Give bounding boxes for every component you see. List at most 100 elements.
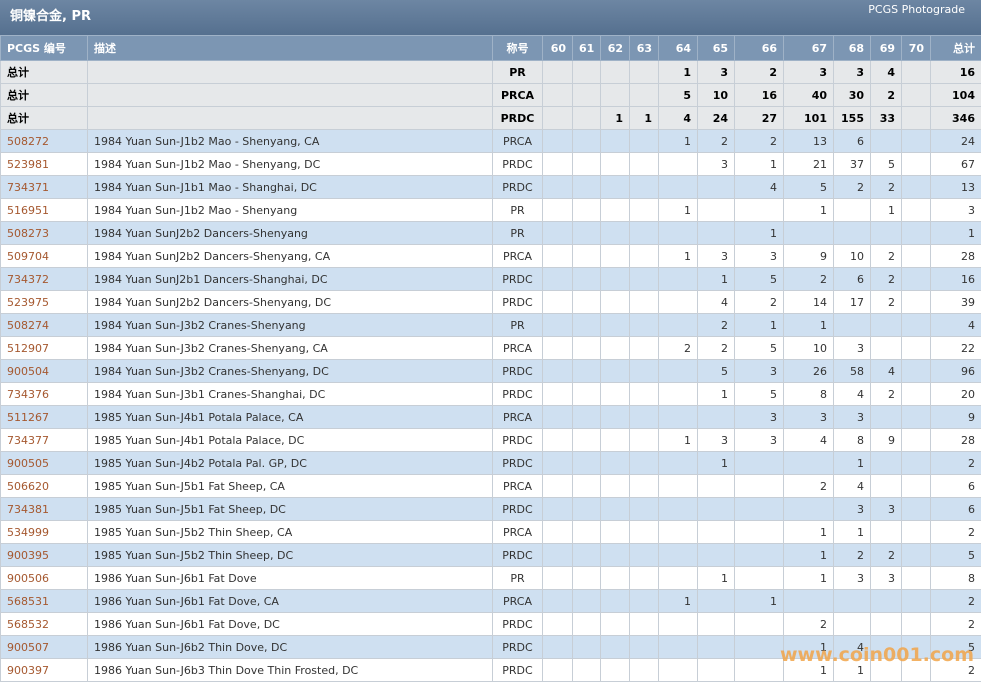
grade-count [697, 543, 735, 567]
grade-count: 1 [833, 451, 871, 475]
pcgs-number-link[interactable]: 508274 [0, 313, 88, 337]
grade-count [542, 382, 573, 406]
grade-count [901, 60, 931, 84]
description: 1986 Yuan Sun-J6b1 Fat Dove [87, 566, 493, 590]
pcgs-number-link[interactable]: 734372 [0, 267, 88, 291]
pcgs-number-link[interactable]: 900507 [0, 635, 88, 659]
grade-count: 1 [870, 198, 902, 222]
description [87, 106, 493, 130]
column-header[interactable]: PCGS 编号 [0, 35, 88, 61]
data-row: 734377 1985 Yuan Sun-J4b1 Potala Palace, … [0, 428, 981, 452]
grade-count [629, 83, 659, 107]
description: 1984 Yuan Sun-J1b1 Mao - Shanghai, DC [87, 175, 493, 199]
pcgs-number-link[interactable]: 734371 [0, 175, 88, 199]
column-header[interactable]: 60 [542, 35, 573, 61]
grade-count: 21 [783, 152, 834, 176]
grade-count: 1 [734, 313, 784, 337]
grade-count [572, 543, 601, 567]
pcgs-number-link[interactable]: 512907 [0, 336, 88, 360]
designation: PR [492, 313, 543, 337]
grade-count [600, 198, 630, 222]
grade-count [629, 382, 659, 406]
grade-count [572, 129, 601, 153]
pcgs-number-link[interactable]: 511267 [0, 405, 88, 429]
grade-count [629, 175, 659, 199]
grade-count [783, 589, 834, 613]
pcgs-number-link[interactable]: 568532 [0, 612, 88, 636]
grade-count [870, 313, 902, 337]
grade-count: 2 [783, 474, 834, 498]
pcgs-number-link[interactable]: 523981 [0, 152, 88, 176]
column-header[interactable]: 61 [572, 35, 601, 61]
pcgs-number-link[interactable]: 568531 [0, 589, 88, 613]
data-row: 734381 1985 Yuan Sun-J5b1 Fat Sheep, DC PR… [0, 497, 981, 521]
column-header[interactable]: 68 [833, 35, 871, 61]
pcgs-number-link[interactable]: 900395 [0, 543, 88, 567]
column-header[interactable]: 65 [697, 35, 735, 61]
description: 1986 Yuan Sun-J6b2 Thin Dove, DC [87, 635, 493, 659]
grade-count: 2 [734, 290, 784, 314]
grade-count [734, 543, 784, 567]
grade-count [572, 474, 601, 498]
column-header[interactable]: 64 [658, 35, 698, 61]
column-header[interactable]: 69 [870, 35, 902, 61]
pcgs-number-link[interactable]: 734376 [0, 382, 88, 406]
grade-count [658, 474, 698, 498]
grade-count [629, 428, 659, 452]
grade-count [542, 244, 573, 268]
pcgs-number-link[interactable]: 900506 [0, 566, 88, 590]
grade-count: 4 [870, 60, 902, 84]
pcgs-number-link[interactable]: 900505 [0, 451, 88, 475]
grade-count [629, 451, 659, 475]
column-header[interactable]: 描述 [87, 35, 493, 61]
grade-count [658, 566, 698, 590]
column-header[interactable]: 66 [734, 35, 784, 61]
grade-count [901, 290, 931, 314]
pcgs-number-link[interactable]: 734377 [0, 428, 88, 452]
data-row: 900506 1986 Yuan Sun-J6b1 Fat Dove PR 1 1 3 3 8 [0, 566, 981, 590]
grade-count: 1 [629, 106, 659, 130]
pcgs-number-link[interactable]: 509704 [0, 244, 88, 268]
pcgs-number-link[interactable]: 523975 [0, 290, 88, 314]
column-header[interactable]: 62 [600, 35, 630, 61]
pcgs-number-link[interactable]: 516951 [0, 198, 88, 222]
grade-count: 3 [783, 60, 834, 84]
designation: PRDC [492, 175, 543, 199]
grade-count [600, 152, 630, 176]
grade-count [600, 543, 630, 567]
column-header[interactable]: 67 [783, 35, 834, 61]
pcgs-number-link[interactable]: 508272 [0, 129, 88, 153]
grade-count [542, 267, 573, 291]
total-count: 1 [930, 221, 981, 245]
grade-count: 2 [833, 543, 871, 567]
column-header[interactable]: 总计 [930, 35, 981, 61]
grade-count [572, 589, 601, 613]
grade-count [600, 244, 630, 268]
column-header[interactable]: 称号 [492, 35, 543, 61]
grade-count: 6 [833, 129, 871, 153]
grade-count [600, 290, 630, 314]
data-row: 508272 1984 Yuan Sun-J1b2 Mao - Shenyang,… [0, 129, 981, 153]
grade-count: 13 [783, 129, 834, 153]
pcgs-number-link[interactable]: 900504 [0, 359, 88, 383]
pcgs-number-link[interactable]: 506620 [0, 474, 88, 498]
grade-count [572, 221, 601, 245]
column-header[interactable]: 63 [629, 35, 659, 61]
column-header[interactable]: 70 [901, 35, 931, 61]
designation: PRDC [492, 658, 543, 682]
grade-count [870, 658, 902, 682]
grade-count [542, 474, 573, 498]
grade-count: 16 [734, 83, 784, 107]
grade-count: 2 [658, 336, 698, 360]
source-link[interactable]: PCGS Photograde [868, 3, 965, 16]
pcgs-number-link[interactable]: 508273 [0, 221, 88, 245]
grade-count: 5 [783, 175, 834, 199]
grade-count [600, 428, 630, 452]
data-row: 508273 1984 Yuan SunJ2b2 Dancers-Shenyang… [0, 221, 981, 245]
description: 1985 Yuan Sun-J4b1 Potala Palace, CA [87, 405, 493, 429]
pcgs-number-link[interactable]: 900397 [0, 658, 88, 682]
pcgs-number-link[interactable]: 534999 [0, 520, 88, 544]
pcgs-number-link[interactable]: 734381 [0, 497, 88, 521]
data-row: 734372 1984 Yuan SunJ2b1 Dancers-Shanghai… [0, 267, 981, 291]
grade-count: 17 [833, 290, 871, 314]
